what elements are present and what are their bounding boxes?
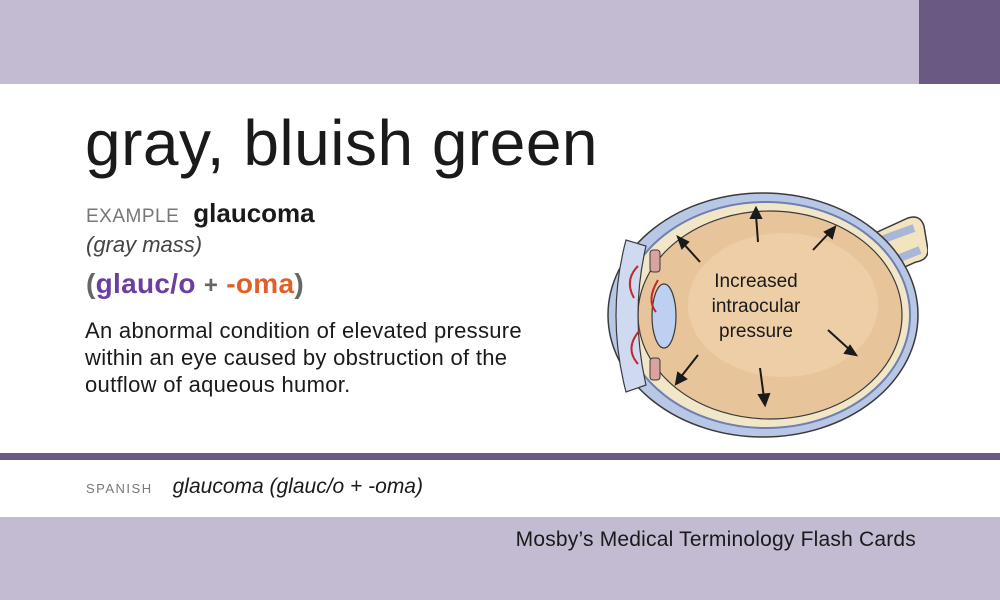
example-line: EXAMPLE glaucoma: [86, 198, 315, 233]
top-band: [0, 0, 1000, 84]
eye-cross-section-icon: Increased intraocular pressure: [607, 192, 928, 438]
word-part-suffix: -oma: [226, 268, 295, 299]
word-parts: (glauc/o + -oma): [86, 268, 304, 300]
example-label: EXAMPLE: [86, 206, 180, 227]
word-parts-close-paren: ): [294, 268, 304, 299]
bottom-band: [0, 517, 1000, 600]
word-parts-plus: +: [203, 272, 219, 299]
example-word: glaucoma: [193, 198, 315, 228]
term-heading: gray, bluish green: [85, 107, 598, 179]
literal-meaning: (gray mass): [86, 232, 203, 257]
top-corner-block: [919, 0, 1000, 84]
spanish-row: SPANISH glaucoma (glauc/o + -oma): [86, 472, 423, 504]
word-part-root: glauc/o: [95, 268, 196, 299]
publisher-title: Mosby’s Medical Terminology Flash Cards: [515, 528, 916, 551]
word-parts-open-paren: (: [86, 268, 96, 299]
eye-label-line-1: Increased: [714, 271, 797, 292]
eye-label-line-2: intraocular: [712, 296, 801, 317]
definition-text: An abnormal condition of elevated pressu…: [85, 318, 522, 397]
divider-bar: [0, 453, 1000, 460]
spanish-label: SPANISH: [86, 481, 153, 496]
spanish-text: glaucoma (glauc/o + -oma): [172, 475, 423, 498]
eye-label-line-3: pressure: [719, 321, 793, 342]
